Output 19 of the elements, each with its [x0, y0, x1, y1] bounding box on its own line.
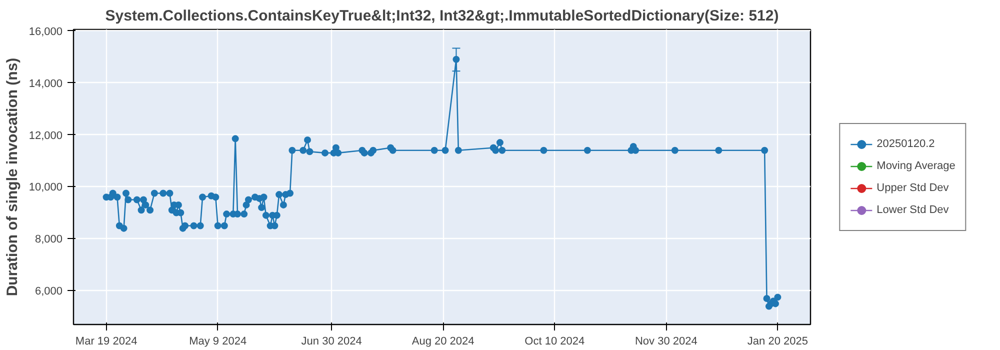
x-tick-label: Jun 30 2024 — [301, 336, 362, 348]
x-tick-label: May 9 2024 — [189, 336, 247, 348]
y-tick-label: 6,000 — [34, 286, 63, 298]
y-tick-label: 10,000 — [28, 182, 63, 194]
legend-label: 20250120.2 — [876, 138, 935, 150]
y-tick-label: 12,000 — [28, 130, 63, 142]
legend-label: Upper Std Dev — [876, 182, 949, 194]
x-tick-label: Aug 20 2024 — [412, 336, 474, 348]
y-tick-label: 8,000 — [34, 234, 63, 246]
y-tick-label: 14,000 — [28, 78, 63, 90]
legend-label: Lower Std Dev — [876, 204, 949, 216]
x-tick-label: Jan 20 2025 — [747, 336, 808, 348]
x-tick-label: Nov 30 2024 — [634, 336, 698, 348]
y-axis-title: Duration of single invocation (ns) — [4, 58, 21, 296]
legend-label: Moving Average — [876, 160, 956, 172]
y-tick-label: 16,000 — [28, 26, 63, 38]
chart-title: System.Collections.ContainsKeyTrue&lt;Int32, Int32&gt;.ImmutableSortedDictionary(Size: 512) — [105, 8, 779, 24]
x-tick-label: Oct 10 2024 — [524, 336, 585, 348]
x-tick-label: Mar 19 2024 — [75, 336, 138, 348]
